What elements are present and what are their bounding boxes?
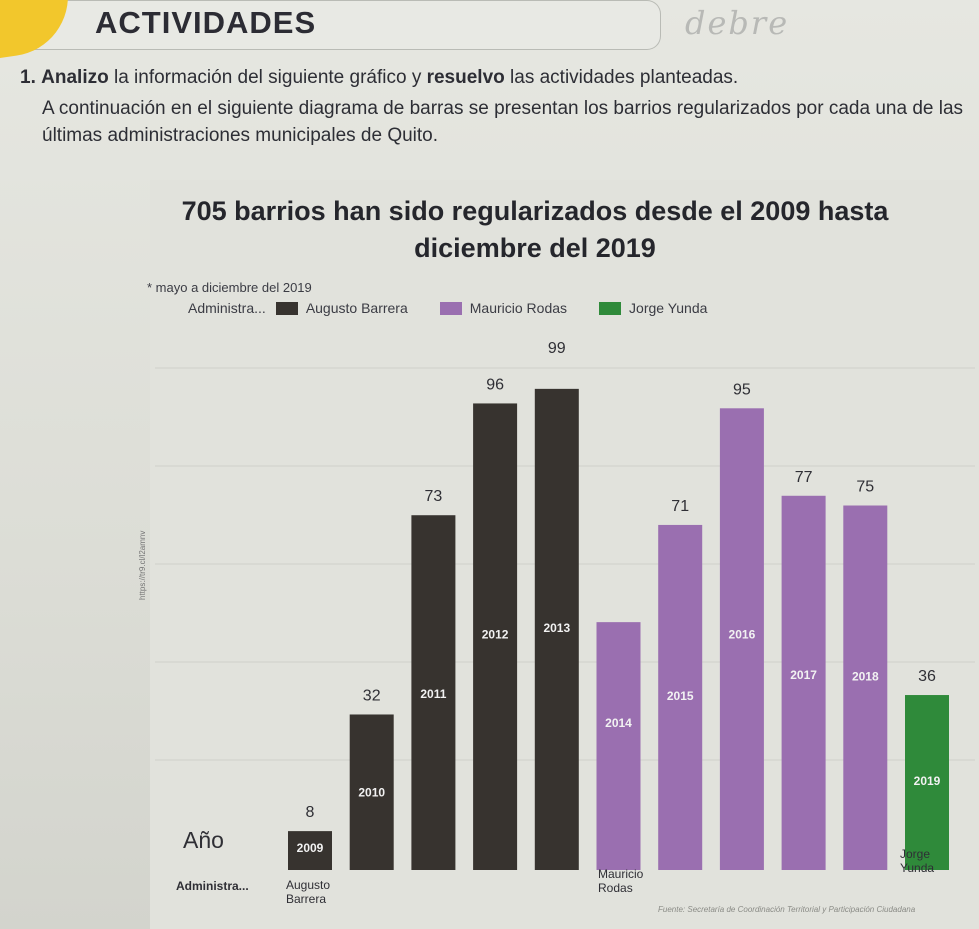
activity-text-1: la información del siguiente gráfico y [108,67,427,88]
legend-label-barrera: Augusto Barrera [305,300,408,316]
year-label-2012: 2012 [482,627,509,641]
chart-source: Fuente: Secretaría de Coordinación Terri… [658,905,916,914]
activity-number: 1. [20,67,36,88]
activity-verb-resuelvo: resuelvo [426,67,505,88]
year-label-2014: 2014 [605,716,632,730]
year-label-2019: 2019 [914,774,941,788]
value-label-2013: 99 [548,340,566,357]
chart-title: 705 barrios han sido regularizados desde… [181,196,889,263]
value-label-2015: 71 [671,498,689,515]
year-label-2009: 2009 [297,841,324,855]
value-label-2019: 36 [918,668,936,685]
legend-label-rodas: Mauricio Rodas [469,300,568,316]
group-label-1-line-1: Rodas [598,881,633,895]
activity-text-2: las actividades planteadas. [504,67,739,88]
group-label-0-line-1: Barrera [286,892,326,906]
value-label-2009: 8 [306,804,315,821]
value-label-2018: 75 [856,479,874,496]
axis-year-label: Año [183,827,224,853]
bar-2013 [534,388,579,870]
year-label-2015: 2015 [667,689,694,703]
value-label-2012: 96 [486,376,504,393]
year-label-2011: 2011 [420,687,446,701]
value-label-2016: 95 [733,381,751,398]
value-label-2011: 73 [425,488,443,505]
year-label-2016: 2016 [729,627,756,641]
year-label-2013: 2013 [543,621,570,635]
section-title: ACTIVIDADES [95,5,317,40]
legend-label-yunda: Jorge Yunda [629,300,708,316]
bar-2015 [658,524,703,870]
group-label-1-line-0: Mauricio [598,867,644,881]
section-banner [0,0,661,50]
legend-swatch-yunda [599,301,622,315]
value-label-2017: 77 [795,469,813,486]
bar-2019 [905,695,949,870]
axis-admin-label: Administra... [176,879,249,893]
legend-item-rodas: Mauricio Rodas [439,300,568,316]
bar-2018 [843,505,888,870]
bar-2012 [473,403,518,870]
year-label-2017: 2017 [790,668,817,682]
chart-note: * mayo a diciembre del 2019 [147,280,312,295]
year-label-2010: 2010 [358,785,385,799]
bar-2017 [781,495,826,870]
bar-2010 [349,714,394,870]
activity-verb-analizo: Analizo [41,67,109,88]
chart-legend: Administra... Augusto Barrera Mauricio R… [188,300,729,316]
bar-2016 [719,408,764,870]
group-label-2-line-1: Yunda [900,861,934,875]
legend-swatch-barrera [275,301,298,315]
handwritten-note: debre [685,4,790,42]
activity-instructions: 1. Analizo la información del siguiente … [20,64,970,149]
legend-title: Administra... [188,300,266,316]
year-label-2018: 2018 [852,670,879,684]
value-label-2010: 32 [363,687,381,704]
activity-question: 1. Analizo la información del siguiente … [20,64,970,91]
bar-2009 [288,831,332,870]
legend-item-barrera: Augusto Barrera [275,300,408,316]
activity-paragraph: A continuación en el siguiente diagrama … [42,98,964,146]
legend-item-yunda: Jorge Yunda [599,300,707,316]
group-label-0-line-0: Augusto [286,878,330,892]
bar-2011 [411,515,456,870]
group-label-2-line-0: Jorge [900,847,930,861]
bar-2014 [596,622,641,870]
legend-swatch-rodas [439,301,462,315]
